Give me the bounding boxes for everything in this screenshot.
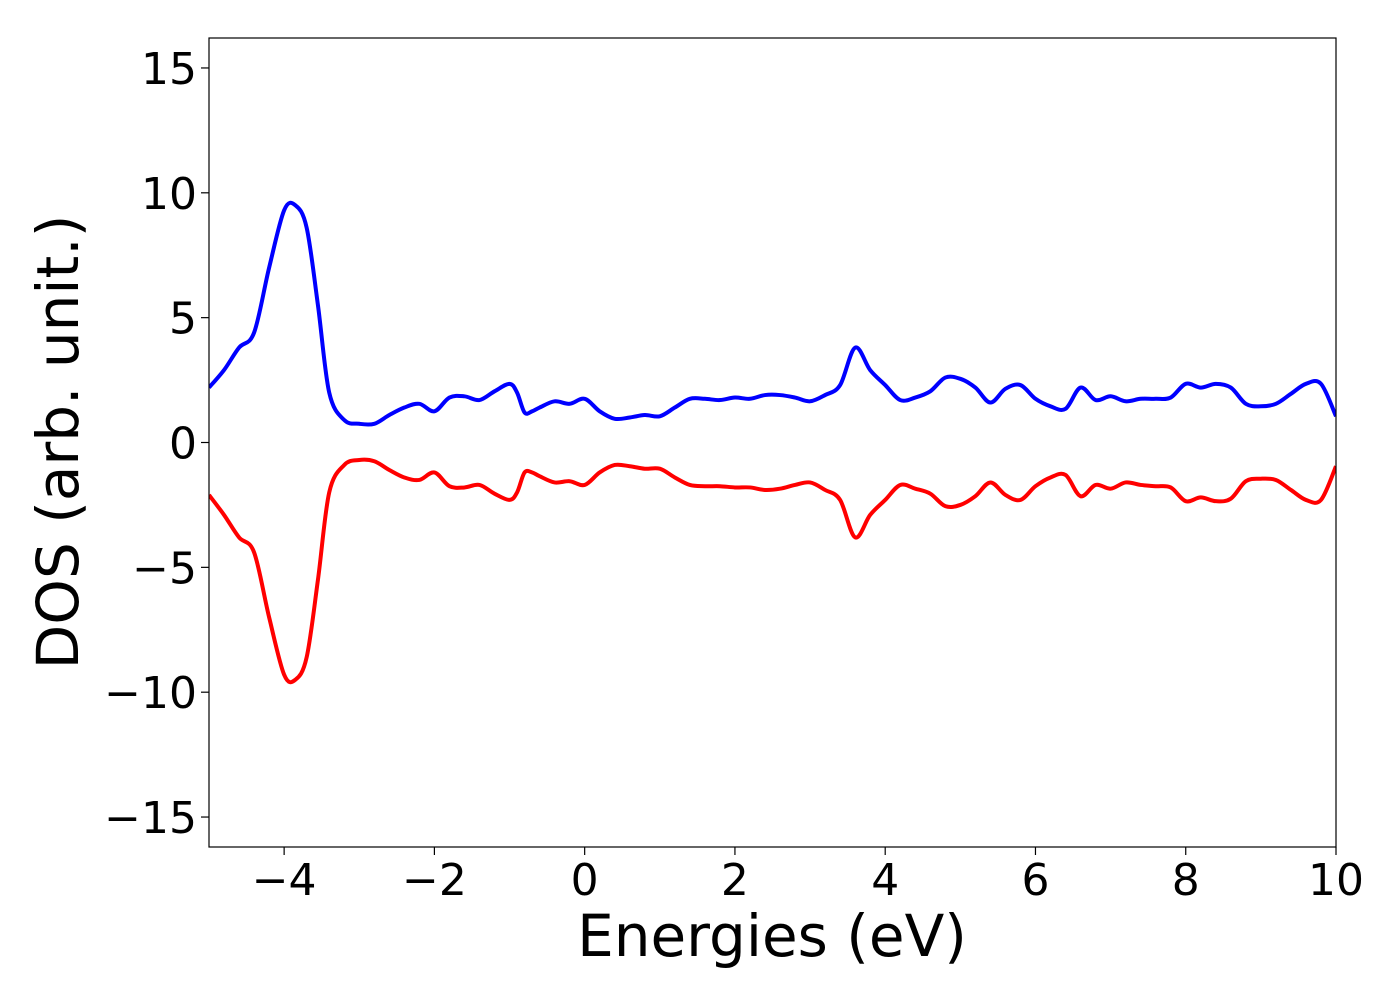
x-tick-label: 10 [1308, 855, 1364, 906]
x-tick-label: −4 [252, 855, 317, 906]
y-tick-label: −10 [104, 668, 197, 719]
x-tick-label: 0 [571, 855, 599, 906]
series-line-up [209, 200, 1336, 427]
y-tick-label: 15 [141, 44, 197, 95]
x-tick-label: −2 [402, 855, 467, 906]
y-tick-label: 0 [169, 419, 197, 470]
y-axis-label: DOS (arb. unit.) [24, 215, 92, 670]
plot-frame [208, 37, 1337, 848]
x-tick-label: 2 [721, 855, 749, 906]
x-axis-label: Energies (eV) [577, 902, 967, 970]
x-tick-label: 8 [1172, 855, 1200, 906]
y-tick-label: 10 [141, 169, 197, 220]
series-line-down [209, 457, 1336, 685]
y-axis-ticks: −15 −10 −5 0 5 10 15 [104, 44, 209, 844]
y-tick-label: −15 [104, 793, 197, 844]
y-tick-label: −5 [132, 543, 197, 594]
x-tick-label: 6 [1021, 855, 1049, 906]
y-tick-label: 5 [169, 294, 197, 345]
x-axis-ticks: −4 −2 0 2 4 6 8 10 [252, 847, 1364, 906]
x-tick-label: 4 [871, 855, 899, 906]
series-layer [209, 200, 1336, 685]
